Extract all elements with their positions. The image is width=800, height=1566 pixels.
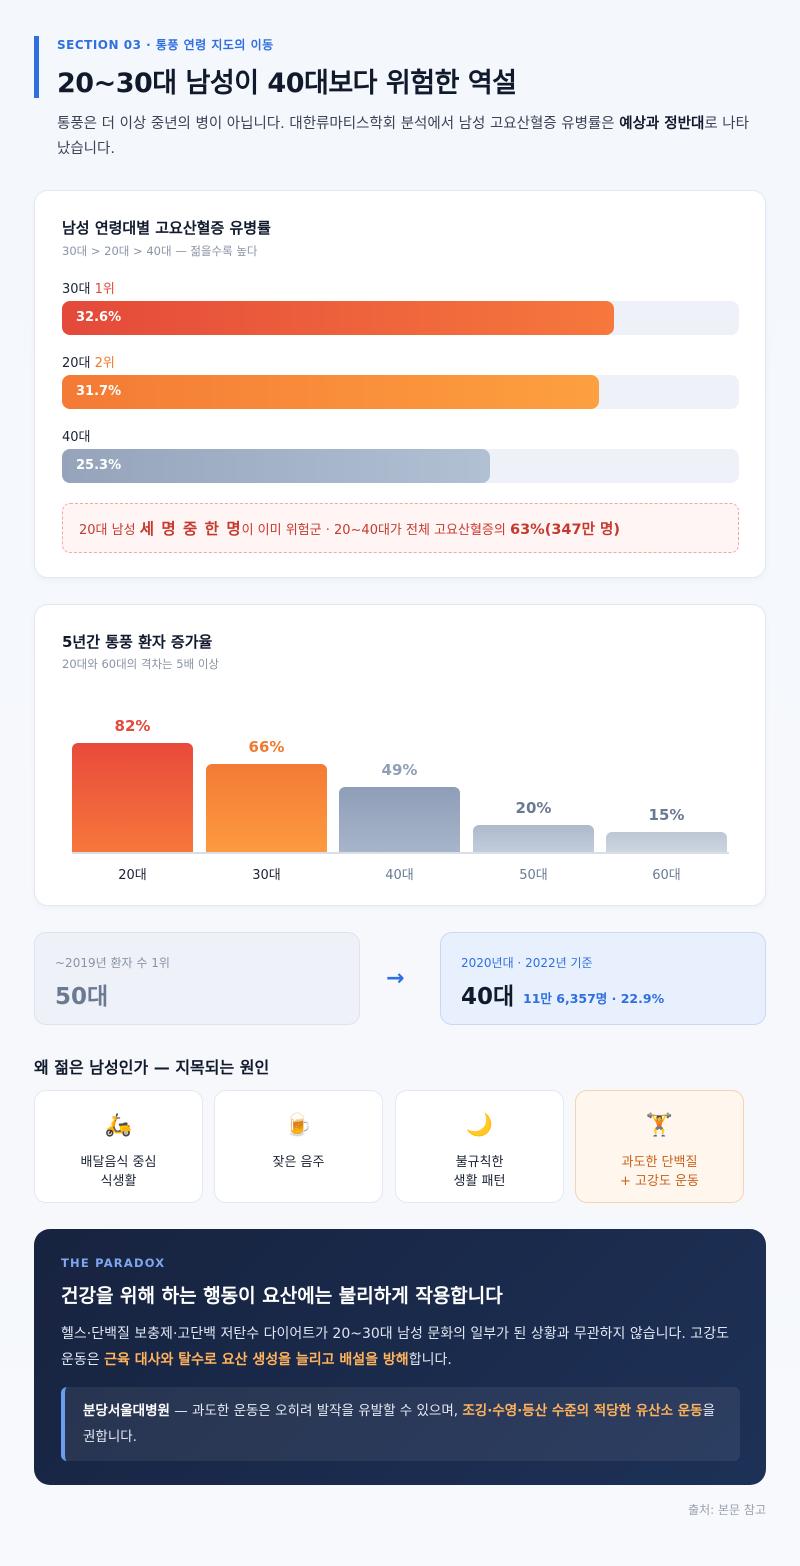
prevalence-bar: 31.7%	[62, 375, 599, 409]
prevalence-row-label: 30대 1위	[62, 278, 115, 297]
chart-category-label: 40대	[385, 868, 414, 883]
causes-title: 왜 젊은 남성인가 — 지목되는 원인	[34, 1058, 270, 1077]
prevalence-track: 32.6%	[62, 301, 739, 335]
age-label: 20대	[62, 356, 91, 371]
chart-bar	[473, 825, 594, 852]
cause-label: 잦은 음주	[272, 1155, 325, 1170]
intro-text-start: 통풍은 더 이상 중년의 병이 아닙니다. 대한류마티스학회 분석에서 남성 고…	[57, 116, 620, 132]
note-stat: 63%(347만 명)	[509, 522, 620, 538]
quote-source: 분당서울대병원	[83, 1403, 170, 1419]
cause-card: 🌙 불규칙한 생활 패턴	[395, 1090, 564, 1203]
note-text-mid: 이 이미 위험군 · 20~40대가 전체 고요산혈증의	[241, 523, 510, 538]
prevalence-bar: 25.3%	[62, 449, 490, 483]
section-header: SECTION 03 · 통풍 연령 지도의 이동 20~30대 남성이 40대…	[34, 36, 774, 99]
prevalence-row-label: 40대	[62, 426, 91, 445]
quote-highlight: 조깅·수영·등산 수준의 적당한 유산소 운동	[462, 1403, 703, 1419]
chart-category-label: 60대	[652, 868, 681, 883]
note-text-start: 20대 남성	[79, 523, 140, 538]
paradox-card: THE PARADOX 건강을 위해 하는 행동이 요산에는 불리하게 작용합니…	[34, 1229, 766, 1485]
prevalence-row-label: 20대 2위	[62, 352, 115, 371]
cause-card-highlight: 🏋 과도한 단백질 + 고강도 운동	[575, 1090, 744, 1203]
bar-value-label: 32.6%	[76, 310, 122, 325]
stat-value: 40대	[461, 984, 515, 1010]
arrow-right-icon: →	[386, 966, 405, 991]
cause-card: 🍺 잦은 음주	[214, 1090, 383, 1203]
cause-label: 불규칙한 생활 패턴	[453, 1155, 506, 1189]
chart-subtitle: 20대와 60대의 격차는 5배 이상	[62, 657, 220, 671]
quote-text: — 과도한 운동은 오히려 발작을 유발할 수 있으며,	[169, 1403, 463, 1419]
stat-label: 2020년대 · 2022년 기준	[461, 956, 593, 970]
prevalence-title: 남성 연령대별 고요산혈증 유병률	[62, 219, 271, 237]
prevalence-subtitle: 30대 > 20대 > 40대 — 젊을수록 높다	[62, 244, 258, 258]
growth-chart-card: 5년간 통풍 환자 증가율 20대와 60대의 격차는 5배 이상 82% 20대…	[34, 604, 766, 906]
beer-icon: 🍺	[284, 1113, 313, 1138]
stat-value: 50대	[55, 984, 109, 1010]
chart-bar-value-label: 15%	[648, 806, 685, 824]
intro-emphasis: 예상과 정반대	[619, 116, 705, 132]
page-title: 20~30대 남성이 40대보다 위험한 역설	[57, 68, 517, 99]
prevalence-note: 20대 남성 세 명 중 한 명이 이미 위험군 · 20~40대가 전체 고요…	[62, 503, 739, 553]
chart-bar-value-label: 82%	[114, 717, 151, 735]
chart-bar	[339, 787, 460, 852]
intro-text-end: 로 나타났습니다.	[57, 116, 749, 157]
paradox-body: 헬스·단백질 보충제·고단백 저탄수 다이어트가 20~30대 남성 문화의 일…	[61, 1321, 741, 1373]
stat-card-before: ~2019년 환자 수 1위 50대	[34, 932, 360, 1025]
intro-text: 통풍은 더 이상 중년의 병이 아닙니다. 대한류마티스학회 분석에서 남성 고…	[57, 112, 757, 162]
chart-category-label: 20대	[118, 868, 147, 883]
chart-bar	[72, 743, 193, 852]
section-eyebrow: SECTION 03 · 통풍 연령 지도의 이동	[57, 38, 274, 52]
chart-category-label: 30대	[252, 868, 281, 883]
chart-bar	[606, 832, 727, 852]
chart-title: 5년간 통풍 환자 증가율	[62, 633, 213, 651]
cause-label: 과도한 단백질 + 고강도 운동	[620, 1155, 699, 1189]
moon-icon: 🌙	[465, 1113, 494, 1138]
note-emphasis: 세 명 중 한 명	[139, 520, 242, 538]
age-label: 40대	[62, 430, 91, 445]
paradox-body-start: 헬스·단백질 보충제·고단백 저탄수 다이어트가 20~30대 남성 문화의 일…	[61, 1326, 729, 1368]
quote-text-end: 을 권합니다.	[83, 1403, 715, 1445]
cause-card: 🛵 배달음식 중심 식생활	[34, 1090, 203, 1203]
weightlifting-icon: 🏋	[645, 1113, 674, 1138]
stat-extra: 11만 6,357명 · 22.9%	[523, 991, 665, 1006]
prevalence-bar: 32.6%	[62, 301, 614, 335]
prevalence-track: 31.7%	[62, 375, 739, 409]
stat-card-after: 2020년대 · 2022년 기준 40대 11만 6,357명 · 22.9%	[440, 932, 766, 1025]
chart-bar-value-label: 20%	[515, 799, 552, 817]
rank-label: 1위	[94, 282, 115, 297]
chart-bar	[206, 764, 327, 852]
age-label: 30대	[62, 282, 91, 297]
chart-bar-value-label: 66%	[248, 738, 285, 756]
paradox-eyebrow: THE PARADOX	[61, 1256, 166, 1270]
paradox-title: 건강을 위해 하는 행동이 요산에는 불리하게 작용합니다	[61, 1285, 503, 1307]
paradox-body-highlight: 근육 대사와 탈수로 요산 생성을 늘리고 배설을 방해	[104, 1352, 409, 1368]
cause-label: 배달음식 중심 식생활	[80, 1155, 157, 1189]
expert-quote: 분당서울대병원 — 과도한 운동은 오히려 발작을 유발할 수 있으며, 조깅·…	[61, 1387, 740, 1461]
source-note: 출처: 본문 참고	[688, 1503, 766, 1517]
chart-category-label: 50대	[519, 868, 548, 883]
prevalence-track: 25.3%	[62, 449, 739, 483]
bar-value-label: 31.7%	[76, 384, 122, 399]
chart-baseline	[72, 852, 729, 854]
chart-bar-value-label: 49%	[381, 761, 418, 779]
prevalence-card: 남성 연령대별 고요산혈증 유병률 30대 > 20대 > 40대 — 젊을수록…	[34, 190, 766, 578]
paradox-body-end: 합니다.	[408, 1352, 452, 1368]
stat-label: ~2019년 환자 수 1위	[55, 956, 170, 970]
rank-label: 2위	[94, 356, 115, 371]
scooter-icon: 🛵	[104, 1113, 133, 1138]
bar-value-label: 25.3%	[76, 458, 122, 473]
